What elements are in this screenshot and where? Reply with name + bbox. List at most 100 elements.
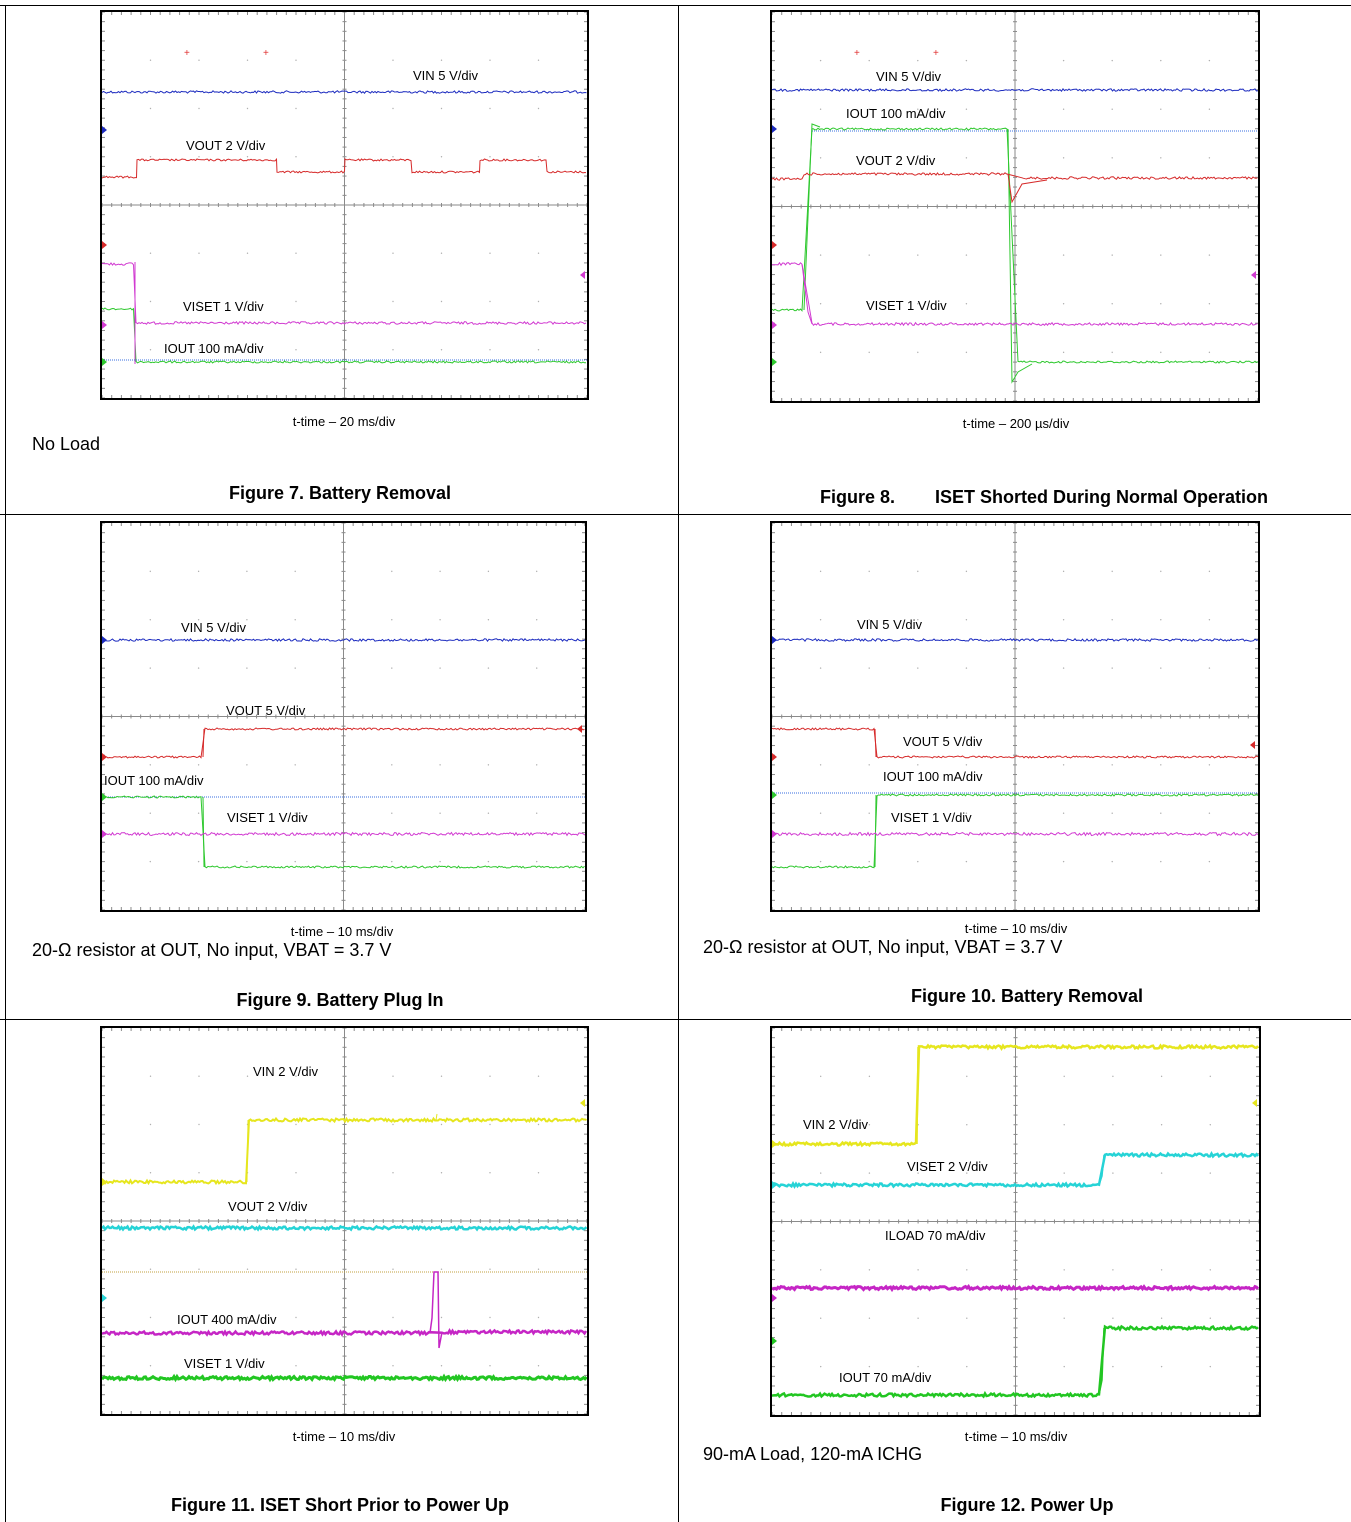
channel-marker-iload [772, 1294, 777, 1302]
test-condition: 90-mA Load, 120-mA ICHG [703, 1444, 923, 1464]
trace-label-iload: ILOAD 70 mA/div [885, 1228, 986, 1243]
iout-trace [102, 307, 587, 364]
trace-label-vout: VOUT 5 V/div [903, 734, 983, 749]
scope-plot-figure-10 [770, 521, 1260, 912]
channel-marker-iout [102, 793, 107, 801]
trigger-marker [1252, 1099, 1257, 1107]
scope-plot-figure-8: + + [770, 10, 1260, 403]
figure-caption: Figure 7. Battery Removal [228, 483, 452, 503]
trace-label-iout: IOUT 70 mA/div [839, 1370, 932, 1385]
channel-marker-vout [772, 753, 777, 761]
time-axis-label: t-time – 10 ms/div [292, 1429, 396, 1444]
trace-label-iout: IOUT 100 mA/div [104, 773, 204, 788]
figure-caption: Figure 9. Battery Plug In [236, 990, 444, 1010]
table-column-divider [678, 5, 679, 1522]
trace-label-iout: IOUT 100 mA/div [164, 341, 264, 356]
figure-caption: Figure 11. ISET Short Prior to Power Up [170, 1495, 510, 1515]
vout-trace [102, 727, 585, 759]
table-row-divider [0, 514, 1351, 515]
viset-trace [772, 1150, 1259, 1189]
scope-plot-figure-12 [770, 1026, 1261, 1417]
scope-graticule [102, 12, 587, 398]
iout-trace [102, 795, 585, 869]
svg-text:+: + [184, 48, 190, 59]
iout-trace [772, 1324, 1259, 1399]
vin-trace [102, 1116, 587, 1186]
scope-graticule [772, 523, 1258, 910]
scope-graticule [102, 523, 585, 910]
test-condition: 20-Ω resistor at OUT, No input, VBAT = 3… [703, 937, 1063, 957]
table-row-divider [0, 1019, 1351, 1020]
channel-marker-vin [772, 636, 777, 644]
channel-marker-vout [102, 753, 107, 761]
channel-marker-vin [102, 636, 107, 644]
vout-trace [772, 172, 1258, 181]
trace-label-viset: VISET 1 V/div [184, 1356, 265, 1371]
trace-label-viset: VISET 1 V/div [227, 810, 308, 825]
vin-trace [102, 90, 587, 94]
viset-trace [772, 261, 1258, 327]
channel-marker-vin [102, 1178, 107, 1186]
vin-trace [772, 87, 1258, 93]
trigger-marker [580, 271, 585, 279]
trace-label-vout: VOUT 5 V/div [226, 703, 306, 718]
figure-caption: Figure 12. Power Up [940, 1495, 1114, 1515]
channel-marker-vout [772, 241, 777, 249]
trigger-marker [580, 1099, 585, 1107]
scope-plot-figure-9 [100, 521, 587, 912]
trace-label-vin: VIN 2 V/div [253, 1064, 319, 1079]
trace-label-viset: VISET 1 V/div [183, 299, 264, 314]
scope-plot-figure-11 [100, 1026, 589, 1416]
channel-marker-vout [102, 1294, 107, 1302]
viset-trace [102, 831, 585, 837]
time-axis-label: t-time – 10 ms/div [964, 1429, 1068, 1444]
viset-trace [102, 1373, 587, 1383]
time-axis-label: t-time – 10 ms/div [964, 921, 1068, 936]
channel-marker-viset [772, 1181, 777, 1189]
vout-trace [772, 727, 1258, 759]
scope-graticule [772, 12, 1258, 401]
channel-marker-viset [102, 830, 107, 838]
test-condition: 20-Ω resistor at OUT, No input, VBAT = 3… [32, 940, 392, 960]
scope-plot-figure-7: + + [100, 10, 589, 400]
trace-label-vin: VIN 5 V/div [876, 69, 942, 84]
channel-marker-viset [772, 321, 777, 329]
trace-label-vout: VOUT 2 V/div [228, 1199, 308, 1214]
iload-trace [772, 1284, 1259, 1293]
svg-text:+: + [933, 48, 939, 59]
channel-marker-vin [102, 126, 107, 134]
trace-label-vout: VOUT 2 V/div [856, 153, 936, 168]
table-border-top [0, 5, 1351, 6]
vout-trace [102, 1224, 587, 1232]
trace-label-viset: VISET 1 V/div [866, 298, 947, 313]
trace-label-iout: IOUT 100 mA/div [846, 106, 946, 121]
trace-label-vin: VIN 5 V/div [857, 617, 923, 632]
scope-graticule [102, 1028, 587, 1414]
channel-marker-vout [102, 241, 107, 249]
test-condition: No Load [32, 434, 101, 454]
vin-trace [772, 1043, 1259, 1148]
trace-label-vout: VOUT 2 V/div [186, 138, 266, 153]
trace-label-iout: IOUT 100 mA/div [883, 769, 983, 784]
trace-label-vin: VIN 5 V/div [181, 620, 247, 635]
trigger-marker [1250, 741, 1255, 749]
channel-marker-vin [772, 125, 777, 133]
channel-marker-iout [772, 358, 777, 366]
trace-label-viset: VISET 2 V/div [907, 1159, 988, 1174]
channel-marker-viset [102, 321, 107, 329]
vin-trace [102, 638, 585, 643]
trace-label-vin: VIN 5 V/div [413, 68, 479, 83]
channel-marker-vin [772, 1140, 777, 1148]
trace-label-vin: VIN 2 V/div [803, 1117, 869, 1132]
iout-trace [772, 127, 1258, 364]
viset-trace [102, 262, 587, 326]
vin-trace [772, 638, 1258, 643]
vout-trace [102, 157, 587, 179]
trace-label-iout: IOUT 400 mA/div [177, 1312, 277, 1327]
svg-text:+: + [263, 48, 269, 59]
time-axis-label: t-time – 20 ms/div [292, 414, 396, 429]
figure-caption: Figure 10. Battery Removal [910, 986, 1144, 1006]
iout-trace [102, 1327, 587, 1337]
svg-text:+: + [854, 48, 860, 59]
